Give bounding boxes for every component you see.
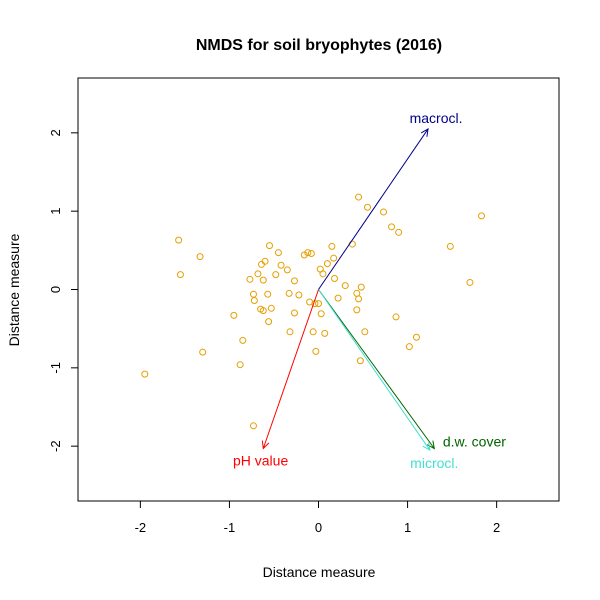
data-point — [295, 291, 303, 299]
data-point — [290, 309, 298, 317]
data-point — [254, 270, 262, 278]
data-point — [328, 242, 336, 250]
vector-label: microcl. — [410, 455, 458, 471]
data-point — [249, 290, 257, 298]
data-point — [361, 328, 369, 336]
data-point — [266, 242, 274, 250]
vector-arrowhead — [420, 127, 429, 137]
vector-arrowhead — [422, 442, 431, 452]
data-point — [259, 276, 267, 284]
x-tick-label: 2 — [493, 520, 500, 535]
y-tick-label: 0 — [48, 286, 63, 293]
y-axis-label: Distance measure — [6, 233, 22, 346]
data-point — [176, 271, 184, 279]
data-point — [259, 307, 267, 315]
data-point — [331, 275, 339, 283]
data-point — [412, 333, 420, 341]
y-tick-label: 2 — [48, 129, 63, 136]
data-point — [317, 310, 325, 318]
x-tick-label: -2 — [135, 520, 147, 535]
vector-label: d.w. cover — [443, 434, 506, 450]
y-tick-label: 1 — [48, 208, 63, 215]
data-point — [315, 300, 322, 308]
env-vectors: macrocl. d.w. cover microcl. pH value — [233, 110, 506, 471]
vector-line — [262, 289, 319, 449]
data-point — [353, 306, 361, 314]
data-point — [388, 223, 396, 231]
data-point — [230, 311, 238, 319]
data-point — [264, 290, 272, 298]
data-point — [319, 270, 327, 278]
data-point — [286, 328, 294, 336]
data-point — [395, 228, 403, 236]
vector-line — [318, 289, 435, 449]
data-point — [175, 236, 183, 244]
data-point — [272, 271, 280, 279]
data-point — [466, 278, 474, 286]
data-point — [236, 361, 244, 369]
data-point — [321, 329, 329, 337]
x-axis: -2 -1 0 1 2 — [135, 500, 500, 535]
data-point — [392, 313, 400, 321]
data-point — [199, 348, 207, 356]
data-point — [307, 249, 315, 257]
data-point — [300, 251, 308, 259]
x-tick-label: 0 — [315, 520, 322, 535]
data-point — [239, 336, 247, 344]
vector-arrowhead — [261, 440, 270, 450]
y-axis: -2 -1 0 1 2 — [48, 129, 79, 452]
data-point — [196, 253, 204, 261]
data-point — [348, 240, 356, 248]
data-points — [141, 193, 486, 430]
data-point — [478, 212, 486, 220]
x-axis-label: Distance measure — [263, 564, 376, 580]
data-point — [290, 277, 298, 285]
data-point — [246, 275, 254, 283]
data-point — [357, 283, 365, 291]
data-point — [356, 357, 364, 365]
data-point — [141, 370, 149, 378]
data-point — [334, 294, 342, 302]
data-point — [283, 266, 291, 274]
y-tick-label: -1 — [48, 362, 63, 374]
data-point — [274, 249, 282, 257]
data-point — [330, 254, 338, 262]
x-tick-label: 1 — [404, 520, 411, 535]
vector-line — [318, 289, 431, 451]
data-point — [250, 296, 258, 304]
data-point — [363, 203, 371, 211]
data-point — [355, 295, 363, 303]
data-point — [285, 289, 293, 297]
y-tick-label: -2 — [48, 440, 63, 452]
chart-title: NMDS for soil bryophytes (2016) — [196, 37, 442, 54]
data-point — [309, 328, 317, 336]
data-point — [249, 422, 257, 430]
data-point — [261, 257, 269, 265]
x-tick-label: -1 — [224, 520, 236, 535]
data-point — [341, 282, 349, 290]
vector-label: pH value — [233, 453, 288, 469]
data-point — [323, 260, 331, 268]
data-point — [405, 343, 413, 351]
data-point — [312, 347, 320, 355]
data-point — [267, 304, 275, 312]
vector-label: macrocl. — [410, 110, 463, 126]
data-point — [446, 242, 454, 250]
vector-line — [318, 128, 429, 290]
data-point — [355, 193, 363, 201]
data-point — [304, 249, 312, 257]
data-point — [265, 318, 273, 326]
data-point — [380, 208, 388, 216]
data-point — [277, 261, 285, 269]
